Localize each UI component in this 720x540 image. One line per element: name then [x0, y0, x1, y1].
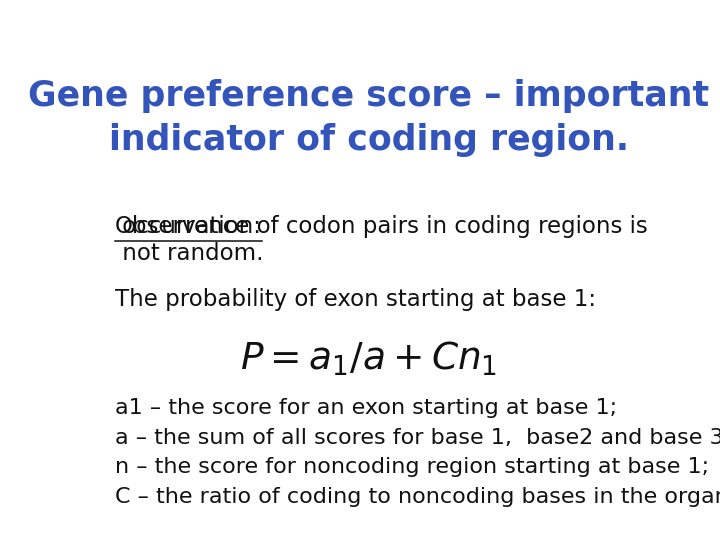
Text: n – the score for noncoding region starting at base 1;: n – the score for noncoding region start… — [115, 457, 709, 477]
Text: C – the ratio of coding to noncoding bases in the organism.: C – the ratio of coding to noncoding bas… — [115, 487, 720, 507]
Text: $P = a_{1} / a + Cn_{1}$: $P = a_{1} / a + Cn_{1}$ — [240, 340, 498, 379]
Text: The probability of exon starting at base 1:: The probability of exon starting at base… — [115, 288, 596, 310]
Text: occurrence of codon pairs in coding regions is
 not random.: occurrence of codon pairs in coding regi… — [115, 215, 648, 265]
Text: a1 – the score for an exon starting at base 1;: a1 – the score for an exon starting at b… — [115, 399, 617, 418]
Text: a – the sum of all scores for base 1,  base2 and base 3;: a – the sum of all scores for base 1, ba… — [115, 428, 720, 448]
Text: Gene preference score – important
indicator of coding region.: Gene preference score – important indica… — [28, 79, 710, 157]
Text: Observation:: Observation: — [115, 215, 262, 238]
